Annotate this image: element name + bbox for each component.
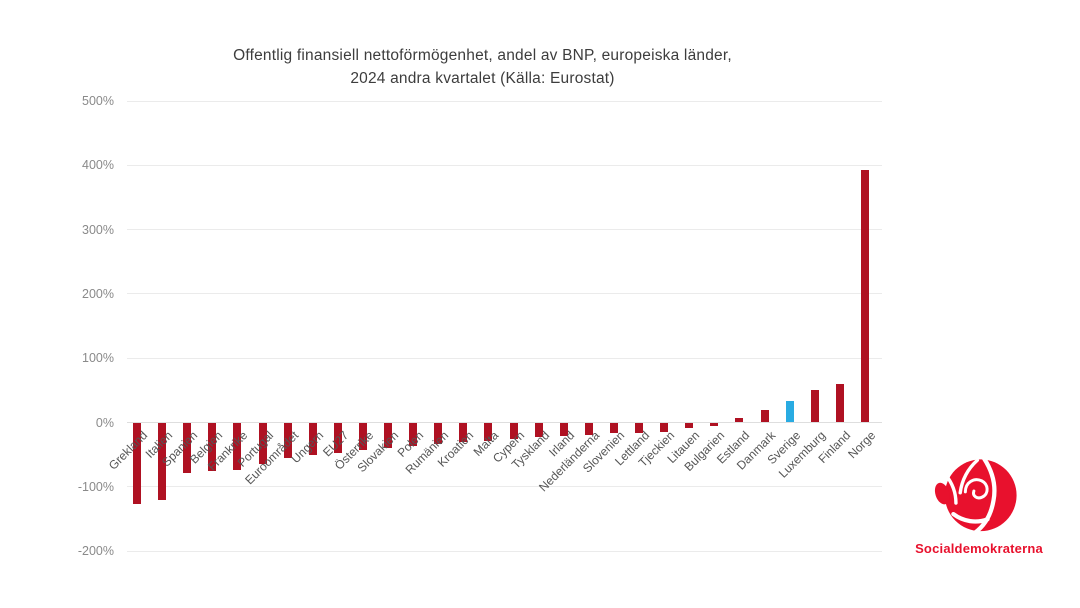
y-tick-label: 100% [82, 351, 114, 366]
gridline [127, 357, 882, 359]
bar-luxemburg [810, 389, 819, 423]
gridline [127, 229, 882, 231]
bar-österrike [358, 422, 367, 451]
rose-icon [934, 456, 1017, 536]
bar-tyskland [534, 422, 543, 438]
y-tick-label: -200% [77, 544, 114, 559]
y-tick-label: 0% [95, 415, 114, 430]
bar-litauen [685, 422, 694, 429]
chart-title-line1: Offentlig finansiell nettoförmögenhet, a… [233, 47, 732, 64]
bar-frankrike [233, 422, 242, 471]
bar-euroområdet [283, 422, 292, 458]
y-tick-label: -100% [77, 479, 114, 494]
bar-portugal [258, 422, 267, 465]
bar-polen [409, 422, 418, 446]
bar-slovakien [384, 422, 392, 449]
bar-norge [860, 169, 869, 423]
bar-irland [559, 422, 568, 436]
bar-slovenien [609, 422, 618, 434]
bar-finland [835, 383, 844, 423]
gridline [127, 164, 882, 166]
y-tick-label: 200% [82, 286, 114, 301]
bar-grekland [133, 422, 141, 504]
y-tick-label: 500% [82, 94, 114, 108]
gridline [127, 486, 882, 488]
x-axis-line [127, 422, 882, 423]
bar-estland [735, 417, 744, 423]
bar-ungern [308, 422, 317, 455]
bar-eu27 [333, 422, 342, 453]
socialdemokraterna-wordmark: Socialdemokraterna [915, 541, 1043, 556]
y-tick-label: 400% [82, 158, 114, 173]
bar-spanien [183, 422, 192, 473]
bar-sverige [785, 401, 794, 423]
bar-cypern [509, 422, 518, 439]
bar-danmark [760, 409, 769, 423]
bar-kroatien [459, 422, 468, 443]
bar-nederländerna [584, 422, 593, 435]
bar-tjeckien [660, 422, 669, 433]
chart-title: Offentlig finansiell nettoförmögenhet, a… [60, 45, 905, 90]
bar-bulgarien [710, 422, 719, 427]
gridline [127, 293, 882, 295]
bar-malta [484, 422, 493, 442]
gridline [127, 550, 882, 552]
bar-italien [158, 422, 167, 501]
y-tick-label: 300% [82, 222, 114, 237]
bar-lettland [635, 422, 643, 433]
bar-rumänien [434, 422, 443, 444]
chart-title-line2: 2024 andra kvartalet (Källa: Eurostat) [350, 69, 615, 87]
gridline [127, 100, 882, 102]
socialdemokraterna-logo: Socialdemokraterna [913, 456, 1045, 556]
bar-belgien [208, 422, 217, 472]
